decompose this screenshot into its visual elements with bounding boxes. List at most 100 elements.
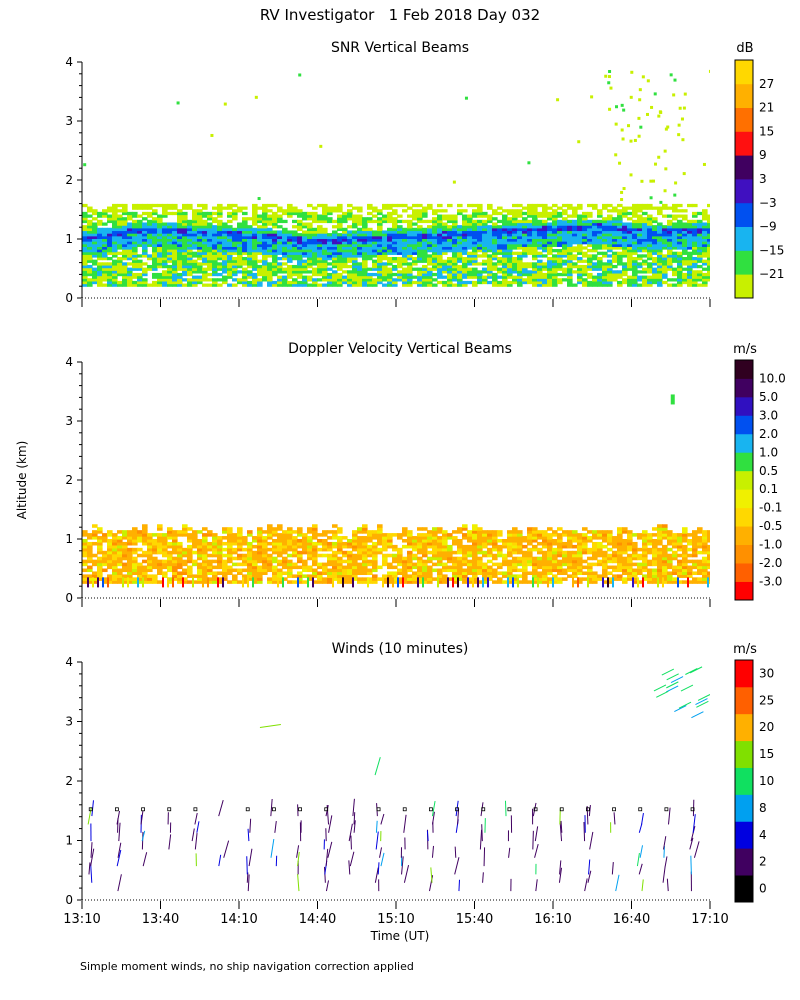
snr-cell bbox=[667, 278, 673, 282]
snr-cell bbox=[157, 249, 163, 253]
snr-cell bbox=[557, 235, 563, 240]
doppler-cell bbox=[392, 547, 398, 552]
doppler-cell bbox=[637, 580, 643, 584]
snr-cell bbox=[607, 222, 613, 226]
snr-cell bbox=[272, 267, 278, 271]
snr-cell bbox=[637, 209, 643, 213]
snr-cell bbox=[177, 241, 183, 245]
doppler-cell bbox=[362, 577, 368, 581]
doppler-cell bbox=[607, 565, 613, 570]
doppler-cell bbox=[412, 539, 418, 543]
snr-cell bbox=[412, 233, 418, 237]
snr-cell bbox=[632, 267, 638, 271]
doppler-cell bbox=[547, 565, 553, 570]
snr-cell bbox=[537, 233, 543, 237]
snr-cell bbox=[302, 211, 308, 216]
snr-cell bbox=[137, 283, 143, 287]
snr-cell bbox=[167, 222, 173, 226]
snr-cell bbox=[442, 217, 448, 221]
doppler-cell bbox=[332, 524, 338, 528]
snr-echo bbox=[620, 128, 624, 132]
snr-cell bbox=[477, 241, 483, 245]
snr-cell bbox=[172, 230, 178, 234]
snr-cell bbox=[497, 262, 503, 266]
snr-cell bbox=[577, 225, 583, 229]
snr-cell bbox=[437, 267, 443, 271]
snr-cell bbox=[552, 278, 558, 282]
snr-cell bbox=[492, 211, 498, 216]
doppler-cell bbox=[417, 571, 423, 575]
snr-cell bbox=[432, 256, 438, 261]
snr-cell bbox=[552, 249, 558, 253]
snr-cell bbox=[517, 203, 523, 208]
snr-cell bbox=[532, 275, 538, 279]
snr-cell bbox=[322, 206, 328, 210]
snr-cell bbox=[237, 222, 243, 226]
snr-cell bbox=[162, 241, 168, 245]
doppler-cell bbox=[437, 559, 443, 564]
snr-cell bbox=[522, 243, 528, 247]
snr-cell bbox=[462, 246, 468, 250]
doppler-cell bbox=[507, 568, 513, 573]
snr-cell bbox=[347, 272, 353, 277]
snr-cell bbox=[632, 280, 638, 285]
doppler-cell bbox=[477, 556, 483, 561]
doppler-streak bbox=[122, 577, 124, 588]
snr-cell bbox=[612, 209, 618, 213]
doppler-cell bbox=[407, 553, 413, 558]
doppler-cell bbox=[312, 527, 318, 531]
snr-cell bbox=[692, 251, 698, 255]
snr-cell bbox=[227, 243, 233, 247]
doppler-cell bbox=[437, 544, 443, 549]
doppler-cell bbox=[227, 541, 233, 546]
snr-cell bbox=[567, 227, 573, 232]
doppler-cell bbox=[557, 547, 563, 552]
doppler-cell bbox=[347, 539, 353, 543]
doppler-cell bbox=[277, 568, 283, 573]
snr-cell bbox=[192, 219, 198, 224]
snr-cell bbox=[312, 267, 318, 271]
snr-cell bbox=[97, 280, 103, 285]
snr-cell bbox=[112, 217, 118, 221]
snr-cell bbox=[487, 272, 493, 277]
doppler-cell bbox=[567, 530, 573, 534]
doppler-cell bbox=[367, 547, 373, 552]
snr-cell bbox=[502, 262, 508, 266]
snr-cell bbox=[522, 230, 528, 234]
snr-echo bbox=[646, 79, 650, 83]
doppler-cell bbox=[297, 574, 303, 578]
snr-cell bbox=[492, 222, 498, 226]
snr-cell bbox=[117, 259, 123, 263]
snr-cell bbox=[477, 246, 483, 250]
doppler-cell bbox=[442, 541, 448, 546]
snr-cell bbox=[132, 243, 138, 247]
snr-cell bbox=[97, 262, 103, 266]
doppler-cell bbox=[452, 577, 458, 581]
doppler-cell bbox=[327, 530, 333, 534]
snr-cell bbox=[142, 243, 148, 247]
snr-cell bbox=[322, 214, 328, 218]
snr-cell bbox=[667, 259, 673, 263]
doppler-cell bbox=[532, 556, 538, 561]
snr-cell bbox=[337, 238, 343, 242]
snr-cell bbox=[442, 259, 448, 263]
snr-cell bbox=[652, 219, 658, 224]
doppler-cell bbox=[617, 577, 623, 581]
doppler-cell bbox=[452, 565, 458, 570]
snr-cell bbox=[252, 206, 258, 210]
snr-cell bbox=[562, 270, 568, 274]
snr-cell bbox=[82, 270, 88, 274]
snr-cell bbox=[407, 235, 413, 240]
snr-cell bbox=[672, 222, 678, 226]
doppler-cell bbox=[572, 536, 578, 540]
snr-cell bbox=[377, 219, 383, 224]
doppler-cell bbox=[497, 544, 503, 549]
snr-echo bbox=[629, 139, 633, 143]
snr-cell bbox=[307, 249, 313, 253]
snr-cell bbox=[462, 230, 468, 234]
snr-cell bbox=[272, 238, 278, 242]
doppler-cell bbox=[167, 580, 173, 584]
snr-cell bbox=[612, 259, 618, 263]
doppler-cell bbox=[257, 556, 263, 561]
snr-cell bbox=[572, 241, 578, 245]
